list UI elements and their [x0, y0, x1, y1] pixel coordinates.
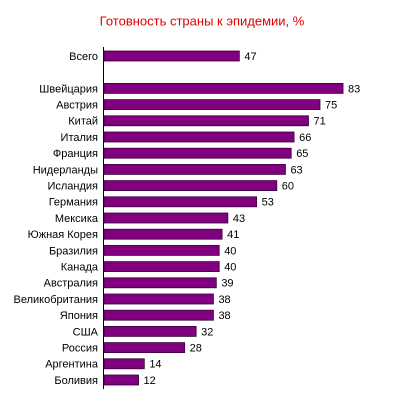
value-label: 83: [348, 83, 360, 95]
value-label: 41: [227, 229, 239, 241]
category-label: США: [73, 326, 99, 338]
value-label: 60: [282, 181, 294, 193]
category-label: Бразилия: [49, 245, 98, 257]
category-label: Мексика: [55, 213, 99, 225]
bar: [103, 99, 321, 110]
bar: [103, 50, 240, 62]
value-label: 14: [149, 359, 161, 371]
bar: [103, 115, 309, 127]
category-label: Аргентина: [45, 359, 99, 371]
chart-title: Готовность страны к эпидемии, %: [100, 13, 305, 28]
bar: [103, 358, 145, 370]
bar: [103, 180, 278, 192]
bar: [103, 147, 292, 159]
category-label: Исландия: [47, 181, 98, 193]
value-label: 28: [190, 343, 202, 355]
value-label: 43: [233, 213, 245, 225]
bar: [103, 374, 139, 386]
bar: [103, 277, 217, 289]
value-label: 53: [262, 197, 274, 209]
category-label: Канада: [61, 262, 99, 274]
bar: [103, 309, 214, 321]
bar: [103, 196, 258, 208]
bar: [103, 325, 197, 337]
value-label: 66: [299, 132, 311, 144]
category-label: Россия: [62, 343, 98, 355]
bar: [103, 163, 286, 175]
value-label: 32: [201, 326, 213, 338]
bar: [103, 244, 220, 256]
value-label: 39: [221, 278, 233, 290]
value-label: 65: [296, 148, 308, 160]
value-label: 40: [224, 245, 236, 257]
category-label: Великобритания: [14, 294, 99, 306]
category-label: Италия: [61, 132, 99, 144]
value-label: 75: [325, 100, 337, 112]
value-label: 63: [290, 164, 302, 176]
category-label: Австрия: [56, 100, 98, 112]
bar: [103, 261, 220, 273]
category-label: Швейцария: [39, 83, 98, 95]
bar: [103, 131, 295, 143]
category-label: Южная Корея: [28, 229, 98, 241]
bar: [103, 83, 344, 94]
value-label: 40: [224, 262, 236, 274]
bar: [103, 228, 223, 240]
category-label: Нидерланды: [33, 164, 98, 176]
bar: [103, 293, 214, 305]
value-label: 71: [313, 116, 325, 128]
category-label: Германия: [49, 197, 98, 209]
value-label: 38: [218, 310, 230, 322]
value-label: 47: [244, 51, 256, 63]
value-label: 12: [144, 375, 156, 387]
category-label: Австралия: [44, 278, 98, 290]
category-label: Франция: [53, 148, 98, 160]
category-label: Боливия: [54, 375, 98, 387]
category-label: Китай: [68, 116, 98, 128]
bar: [103, 212, 229, 224]
value-label: 38: [218, 294, 230, 306]
bar: [103, 342, 186, 354]
category-label: Всего: [69, 51, 98, 63]
category-label: Япония: [60, 310, 98, 322]
